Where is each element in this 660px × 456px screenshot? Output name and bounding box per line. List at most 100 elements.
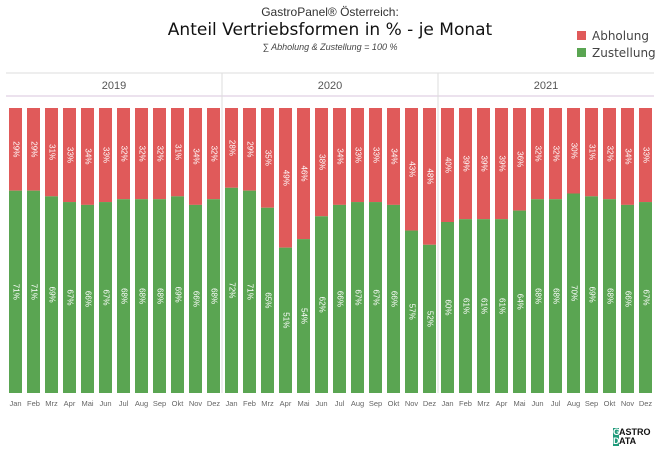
bar-abholung	[171, 108, 184, 197]
label-zustellung: 66%	[623, 291, 632, 307]
month-label: Dez	[639, 399, 653, 408]
bar-abholung	[99, 108, 112, 203]
bar-abholung	[225, 108, 238, 188]
bar-abholung	[261, 108, 274, 208]
year-label: 2021	[534, 80, 558, 92]
month-label: Mai	[513, 399, 525, 408]
bar-abholung	[279, 108, 292, 248]
month-label: Jul	[119, 399, 129, 408]
month-label: Jan	[441, 399, 453, 408]
bar-abholung	[117, 108, 130, 200]
label-abholung: 34%	[191, 148, 200, 164]
legend-label: Zustellung	[592, 45, 656, 60]
bar-abholung	[135, 108, 148, 200]
month-label: Aug	[351, 399, 364, 408]
chart-title: Anteil Vertriebsformen in % - je Monat	[167, 20, 493, 40]
bar-abholung	[27, 108, 40, 191]
bar-abholung	[567, 108, 580, 194]
label-abholung: 32%	[605, 146, 614, 162]
label-zustellung: 66%	[83, 291, 92, 307]
label-abholung: 32%	[551, 146, 560, 162]
bar-abholung	[459, 108, 472, 220]
month-label: Sep	[585, 399, 598, 408]
month-label: Nov	[621, 399, 635, 408]
label-abholung: 34%	[83, 148, 92, 164]
legend-label: Abholung	[592, 28, 649, 43]
label-zustellung: 65%	[263, 292, 272, 308]
bar-abholung	[513, 108, 526, 211]
label-zustellung: 66%	[191, 291, 200, 307]
label-zustellung: 51%	[281, 312, 290, 328]
bar-abholung	[351, 108, 364, 203]
label-zustellung: 62%	[317, 297, 326, 313]
label-abholung: 33%	[371, 147, 380, 163]
month-label: Nov	[405, 399, 419, 408]
bar-zustellung	[315, 216, 328, 393]
month-label: Okt	[604, 399, 617, 408]
bar-zustellung	[135, 199, 148, 393]
month-label: Dez	[423, 399, 437, 408]
label-abholung: 48%	[425, 168, 434, 184]
bar-zustellung	[99, 202, 112, 393]
bar-abholung	[333, 108, 346, 205]
bar-zustellung	[513, 210, 526, 393]
month-label: Sep	[369, 399, 382, 408]
bar-abholung	[315, 108, 328, 217]
legend-item-abholung: Abholung	[577, 27, 656, 44]
month-label: Apr	[280, 399, 292, 408]
month-label: Aug	[567, 399, 580, 408]
month-label: Feb	[459, 399, 472, 408]
label-zustellung: 54%	[299, 308, 308, 324]
label-zustellung: 60%	[443, 299, 452, 315]
label-zustellung: 61%	[461, 298, 470, 314]
label-zustellung: 67%	[101, 290, 110, 306]
bar-abholung	[369, 108, 382, 203]
bar-abholung	[189, 108, 202, 205]
bar-abholung	[621, 108, 634, 205]
bar-zustellung	[495, 219, 508, 393]
label-abholung: 29%	[245, 141, 254, 157]
legend-item-zustellung: Zustellung	[577, 44, 656, 61]
bar-zustellung	[153, 199, 166, 393]
label-zustellung: 61%	[497, 298, 506, 314]
month-label: Okt	[172, 399, 185, 408]
bar-zustellung	[567, 193, 580, 393]
label-zustellung: 66%	[389, 291, 398, 307]
label-abholung: 33%	[641, 147, 650, 163]
month-label: Jan	[9, 399, 21, 408]
bar-zustellung	[441, 222, 454, 393]
label-abholung: 36%	[515, 151, 524, 167]
bar-zustellung	[45, 196, 58, 393]
bar-abholung	[639, 108, 652, 203]
bar-zustellung	[549, 199, 562, 393]
bar-zustellung	[351, 202, 364, 393]
bar-abholung	[63, 108, 76, 203]
month-label: Jul	[551, 399, 561, 408]
year-label: 2020	[318, 80, 342, 92]
bar-zustellung	[405, 230, 418, 393]
label-zustellung: 71%	[11, 284, 20, 300]
bar-abholung	[495, 108, 508, 220]
legend: Abholung Zustellung	[577, 27, 656, 61]
label-abholung: 39%	[497, 156, 506, 172]
label-abholung: 31%	[173, 144, 182, 160]
label-abholung: 35%	[263, 150, 272, 166]
label-zustellung: 64%	[515, 294, 524, 310]
label-abholung: 30%	[569, 143, 578, 159]
bar-zustellung	[243, 190, 256, 393]
bar-zustellung	[585, 196, 598, 393]
bar-abholung	[243, 108, 256, 191]
bar-abholung	[405, 108, 418, 231]
label-abholung: 46%	[299, 166, 308, 182]
label-abholung: 32%	[119, 146, 128, 162]
label-abholung: 34%	[335, 148, 344, 164]
label-zustellung: 70%	[569, 285, 578, 301]
month-label: Jun	[99, 399, 111, 408]
month-label: Sep	[153, 399, 166, 408]
label-zustellung: 68%	[155, 288, 164, 304]
month-label: Nov	[189, 399, 203, 408]
bar-zustellung	[279, 247, 292, 393]
label-abholung: 39%	[461, 156, 470, 172]
